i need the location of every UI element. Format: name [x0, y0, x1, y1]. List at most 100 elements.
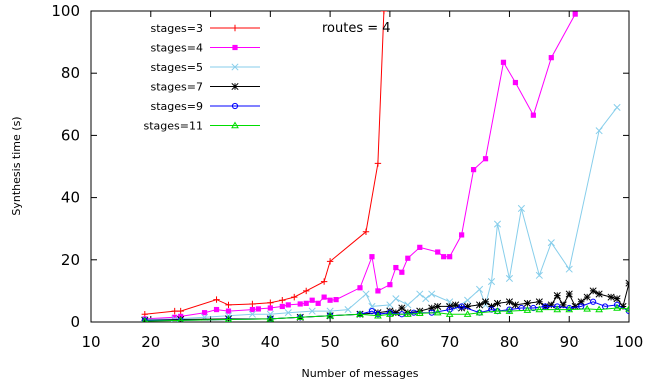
legend-label: stages=4 — [151, 42, 203, 55]
data-point — [554, 303, 561, 310]
data-point — [542, 303, 549, 310]
data-point — [487, 302, 496, 311]
data-point — [344, 306, 352, 314]
data-point — [327, 297, 333, 303]
data-point — [303, 300, 309, 306]
x-tick-label: 10 — [81, 333, 100, 351]
data-point — [392, 295, 400, 303]
data-point — [548, 55, 554, 61]
data-point — [303, 287, 310, 295]
data-point — [333, 297, 339, 303]
legend-label: stages=9 — [151, 100, 203, 113]
data-point — [213, 296, 220, 303]
data-point — [565, 265, 573, 273]
data-point — [493, 299, 502, 307]
data-point — [435, 249, 441, 255]
data-point — [446, 302, 454, 311]
data-point — [417, 244, 423, 250]
data-point — [583, 304, 592, 312]
data-point — [177, 316, 184, 322]
data-point — [386, 309, 393, 316]
data-point — [428, 290, 436, 298]
data-point — [224, 315, 233, 322]
data-point — [463, 310, 472, 317]
data-point — [517, 204, 525, 213]
data-point — [248, 310, 256, 318]
data-point — [380, 11, 388, 15]
data-point — [231, 82, 239, 91]
data-point — [458, 303, 465, 310]
data-point — [231, 102, 239, 110]
data-point — [493, 307, 502, 314]
data-point — [589, 287, 597, 295]
data-point — [231, 121, 239, 129]
data-point — [553, 305, 562, 313]
routes-annotation: routes = 4 — [322, 21, 391, 36]
data-point — [482, 156, 489, 162]
data-point — [308, 307, 316, 315]
data-point — [213, 306, 220, 313]
data-point — [374, 311, 382, 319]
data-point — [433, 308, 442, 316]
data-point — [577, 298, 585, 306]
data-point — [565, 290, 573, 298]
data-point — [249, 306, 255, 313]
data-point — [422, 295, 430, 303]
data-point — [249, 300, 256, 308]
data-point — [172, 314, 178, 320]
data-point — [362, 228, 370, 236]
y-tick-label: 40 — [61, 189, 80, 207]
x-tick-label: 50 — [321, 333, 340, 351]
data-point — [297, 301, 303, 307]
y-axis-ticks: 0 20 40 60 80 100 — [51, 2, 629, 331]
data-point — [368, 308, 376, 315]
data-point — [500, 59, 507, 65]
data-point — [547, 239, 555, 247]
data-point — [572, 11, 578, 17]
data-point — [399, 269, 405, 275]
legend-label: stages=3 — [151, 22, 203, 35]
y-tick-label: 60 — [61, 126, 80, 144]
data-point — [458, 304, 466, 312]
data-point — [613, 304, 621, 311]
data-point — [404, 309, 412, 317]
data-point — [231, 63, 239, 71]
series-stages-3 — [141, 11, 388, 318]
data-point — [470, 167, 477, 173]
data-point — [398, 304, 406, 312]
data-point — [362, 290, 370, 298]
x-axis-ticks: 10 20 30 40 50 60 70 80 90 100 — [81, 11, 643, 351]
data-point — [296, 313, 305, 321]
data-point — [171, 307, 178, 315]
data-point — [428, 304, 436, 312]
data-point — [326, 311, 334, 319]
data-point — [231, 24, 239, 32]
data-point — [386, 301, 394, 309]
data-point — [625, 304, 629, 312]
data-point — [590, 298, 597, 305]
data-point — [224, 315, 233, 322]
series-line — [144, 307, 629, 322]
data-point — [481, 298, 490, 306]
data-point — [475, 308, 484, 316]
data-point — [405, 255, 411, 261]
data-point — [201, 310, 208, 316]
data-point — [464, 296, 472, 304]
data-point — [553, 292, 561, 300]
data-point — [523, 299, 531, 307]
data-point — [266, 314, 275, 322]
series-stages-11 — [141, 304, 629, 322]
data-point — [559, 301, 567, 309]
data-point — [357, 285, 363, 291]
data-point — [225, 308, 232, 314]
data-point — [566, 304, 573, 312]
y-tick-label: 0 — [70, 313, 80, 331]
data-point — [415, 309, 424, 316]
data-point — [583, 293, 591, 301]
x-tick-label: 70 — [440, 333, 459, 351]
data-point — [141, 317, 148, 322]
legend: stages=3 stages=4 stages=5 stages=7 stages=9… — [144, 22, 260, 133]
data-point — [511, 301, 519, 309]
data-point — [326, 258, 334, 265]
data-point — [595, 127, 603, 135]
